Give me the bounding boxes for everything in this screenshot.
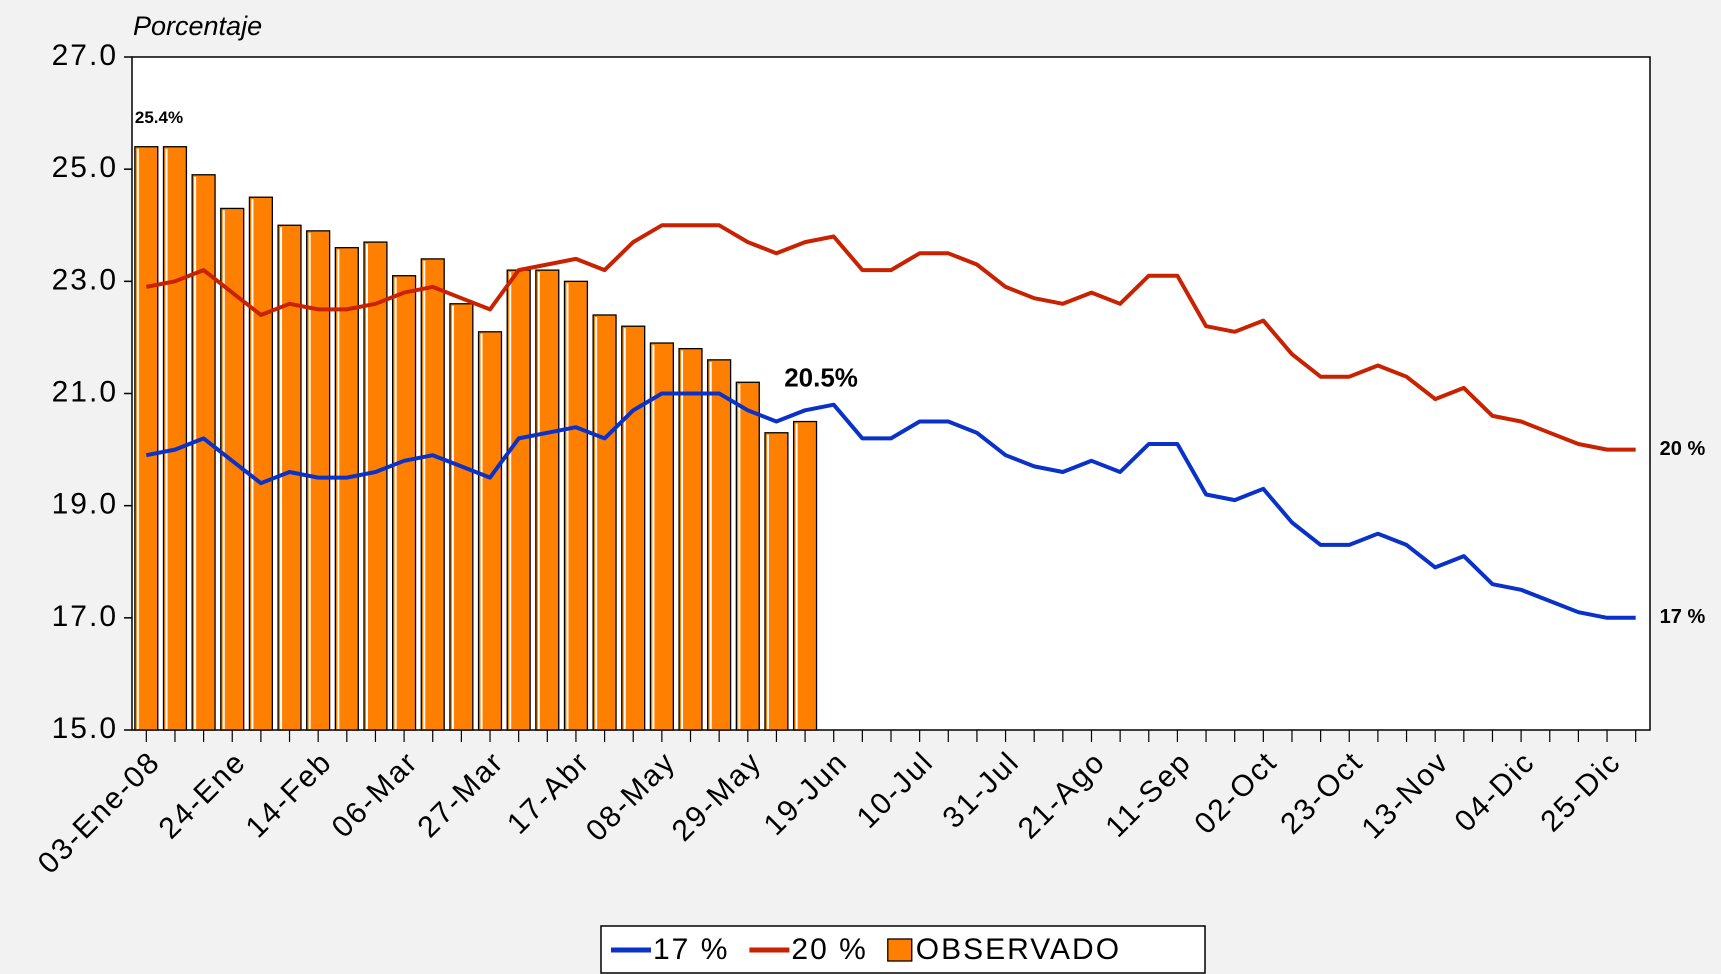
x-tick-label: 19-Jun: [758, 745, 855, 842]
end-label: 20 %: [1660, 438, 1706, 460]
x-tick-label: 27-Mar: [412, 745, 511, 844]
y-axis-label: Porcentaje: [133, 11, 262, 41]
bar: [592, 314, 617, 731]
bar: [306, 230, 331, 731]
y-tick-label: 17.0: [52, 600, 118, 633]
x-tick-label: 06-Mar: [326, 745, 425, 844]
data-label: 25.4%: [135, 108, 183, 127]
y-tick-label: 25.0: [52, 151, 118, 184]
y-tick-label: 21.0: [52, 375, 118, 408]
y-tick-label: 19.0: [52, 488, 118, 521]
x-tick-label: 25-Dic: [1534, 745, 1627, 838]
data-label: 20.5%: [784, 362, 858, 392]
legend-label: 17 %: [653, 933, 729, 966]
bar: [735, 381, 760, 731]
plot-area: [131, 56, 1651, 731]
line: [145, 391, 1636, 620]
end-label: 17 %: [1660, 606, 1706, 628]
bar: [391, 275, 417, 731]
x-tick-label: 29-May: [666, 745, 769, 848]
bar: [792, 420, 818, 731]
line: [145, 223, 1636, 452]
x-tick-label: 24-Ene: [153, 745, 253, 845]
bar: [563, 280, 589, 731]
x-tick-label: 10-Jul: [851, 745, 941, 835]
x-tick-label: 03-Ene-08: [32, 745, 167, 880]
bar: [449, 303, 474, 731]
bar: [248, 196, 273, 731]
bar: [420, 258, 445, 731]
x-tick-label: 11-Sep: [1099, 745, 1198, 844]
bar: [134, 146, 159, 731]
bar: [764, 432, 789, 731]
y-tick-label: 15.0: [52, 712, 118, 745]
bar: [477, 331, 503, 731]
bar: [162, 146, 188, 731]
bar: [649, 342, 674, 731]
x-tick-label: 13-Nov: [1356, 745, 1456, 845]
legend-label: 20 %: [791, 933, 867, 966]
bar: [707, 359, 732, 731]
bar: [363, 241, 388, 731]
legend-label: OBSERVADO: [916, 933, 1121, 966]
bar: [535, 269, 560, 731]
bar: [191, 174, 216, 731]
x-tick-label: 14-Feb: [240, 745, 339, 844]
x-tick-label: 02-Oct: [1188, 745, 1283, 840]
bar: [621, 325, 646, 731]
x-tick-label: 08-May: [580, 745, 683, 848]
y-tick-label: 27.0: [52, 39, 118, 72]
x-tick-label: 04-Dic: [1449, 745, 1542, 838]
x-tick-label: 23-Oct: [1274, 745, 1369, 840]
legend-swatch: [887, 938, 913, 962]
x-tick-label: 21-Ago: [1012, 745, 1112, 845]
bar: [334, 247, 359, 731]
bar: [678, 347, 703, 731]
y-tick-label: 23.0: [52, 263, 118, 296]
